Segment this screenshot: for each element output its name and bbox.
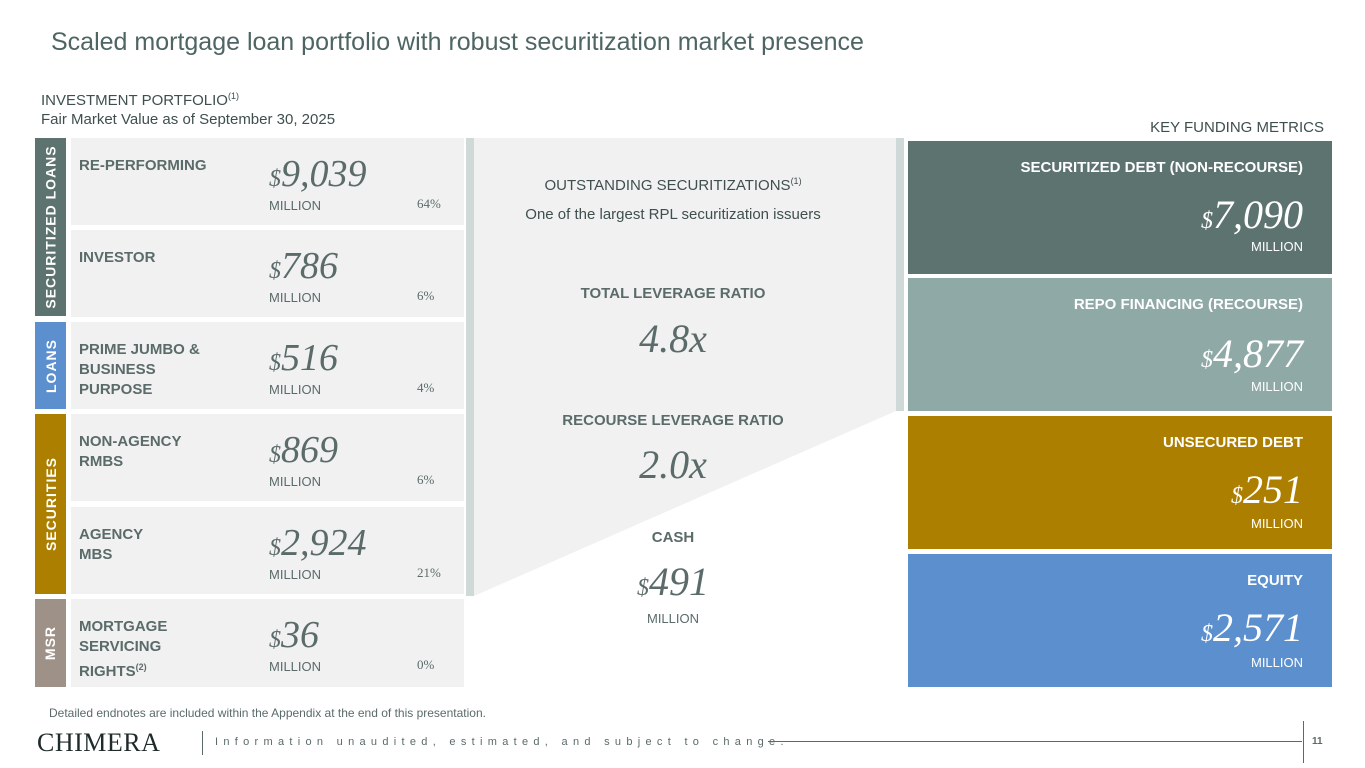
footer-rule: [768, 741, 1302, 742]
cash-label: CASH: [651, 529, 695, 546]
cash-unit: MILLION: [646, 611, 699, 626]
footer-divider: [202, 731, 203, 755]
row-unit: MILLION: [269, 382, 322, 397]
category-securitized-loans: SECURITIZED LOANS: [35, 138, 66, 316]
row-non-agency-rmbs: NON-AGENCY RMBS $869 MILLION 6%: [71, 414, 464, 501]
category-loans: LOANS: [35, 322, 66, 409]
row-label: PRIME JUMBO & BUSINESS PURPOSE: [79, 341, 200, 398]
total-leverage-value: 4.8x: [639, 316, 707, 361]
row-unit: MILLION: [269, 659, 322, 674]
row-prime-jumbo: PRIME JUMBO & BUSINESS PURPOSE $516 MILL…: [71, 322, 464, 409]
row-value: $9,039: [269, 153, 367, 195]
row-label: AGENCY MBS: [79, 526, 143, 563]
funding-label: REPO FINANCING (RECOURSE): [1073, 296, 1303, 313]
row-label: RE-PERFORMING: [79, 157, 207, 174]
row-investor: INVESTOR $786 MILLION 6%: [71, 230, 464, 317]
funding-value: $251: [1231, 467, 1303, 512]
funding-unit: MILLION: [1250, 655, 1303, 670]
row-unit: MILLION: [269, 567, 322, 582]
row-re-performing: RE-PERFORMING $9,039 MILLION 64%: [71, 138, 464, 225]
row-percentage: 21%: [417, 565, 441, 580]
row-unit: MILLION: [269, 290, 322, 305]
category-securities: SECURITIES: [35, 414, 66, 594]
row-value: $36: [269, 614, 319, 656]
connector-panel: [474, 138, 896, 596]
row-value: $2,924: [269, 522, 367, 564]
row-value: $869: [269, 429, 338, 471]
connector-shape: [474, 138, 896, 596]
disclaimer: Information unaudited, estimated, and su…: [215, 736, 789, 748]
funding-unsecured-debt: UNSECURED DEBT $251 MILLION: [908, 416, 1332, 549]
row-percentage: 6%: [417, 288, 435, 303]
funding-value: $7,090: [1201, 192, 1303, 237]
category-msr: MSR: [35, 599, 66, 687]
total-leverage-label: TOTAL LEVERAGE RATIO: [580, 285, 766, 302]
investment-portfolio-title: INVESTMENT PORTFOLIO(1): [41, 91, 239, 109]
row-mortgage-servicing-rights: MORTGAGE SERVICING RIGHTS(2) $36 MILLION…: [71, 599, 464, 687]
funding-value: $4,877: [1201, 331, 1303, 376]
funding-securitized-debt: SECURITIZED DEBT (NON-RECOURSE) $7,090 M…: [908, 141, 1332, 274]
funding-unit: MILLION: [1250, 516, 1303, 531]
funding-label: SECURITIZED DEBT (NON-RECOURSE): [1020, 159, 1303, 176]
funding-value: $2,571: [1201, 605, 1303, 650]
page-title: Scaled mortgage loan portfolio with robu…: [51, 28, 864, 56]
row-percentage: 6%: [417, 472, 435, 487]
row-percentage: 64%: [417, 196, 441, 211]
row-label: NON-AGENCY RMBS: [79, 433, 182, 470]
row-value: $786: [269, 245, 338, 287]
row-percentage: 0%: [417, 657, 435, 672]
recourse-leverage-value: 2.0x: [639, 442, 707, 487]
chimera-logo: CHIMERA: [37, 728, 161, 757]
connector-left-bar: [466, 138, 474, 596]
key-funding-metrics-title: KEY FUNDING METRICS: [1150, 119, 1324, 136]
recourse-leverage-label: RECOURSE LEVERAGE RATIO: [562, 412, 784, 429]
outstanding-securitizations: OUTSTANDING SECURITIZATIONS(1): [544, 176, 802, 194]
footer-rule-end: [1303, 721, 1304, 763]
funding-unit: MILLION: [1250, 239, 1303, 254]
row-percentage: 4%: [417, 380, 435, 395]
row-label: MORTGAGE SERVICING RIGHTS(2): [79, 618, 168, 680]
row-unit: MILLION: [269, 474, 322, 489]
funding-equity: EQUITY $2,571 MILLION: [908, 554, 1332, 687]
row-label: INVESTOR: [79, 249, 156, 266]
securitizations-subtitle: One of the largest RPL securitization is…: [525, 206, 821, 223]
funding-repo-financing: REPO FINANCING (RECOURSE) $4,877 MILLION: [908, 278, 1332, 411]
cash-value: $491: [637, 559, 709, 604]
funding-unit: MILLION: [1250, 379, 1303, 394]
row-value: $516: [269, 337, 338, 379]
footnote: Detailed endnotes are included within th…: [49, 706, 486, 720]
funding-label: EQUITY: [1247, 572, 1303, 589]
funding-label: UNSECURED DEBT: [1162, 434, 1303, 451]
investment-portfolio-subtitle: Fair Market Value as of September 30, 20…: [41, 111, 336, 128]
page-number: 11: [1312, 736, 1323, 747]
row-agency-mbs: AGENCY MBS $2,924 MILLION 21%: [71, 507, 464, 594]
connector-right-bar: [896, 138, 904, 411]
row-unit: MILLION: [269, 198, 322, 213]
